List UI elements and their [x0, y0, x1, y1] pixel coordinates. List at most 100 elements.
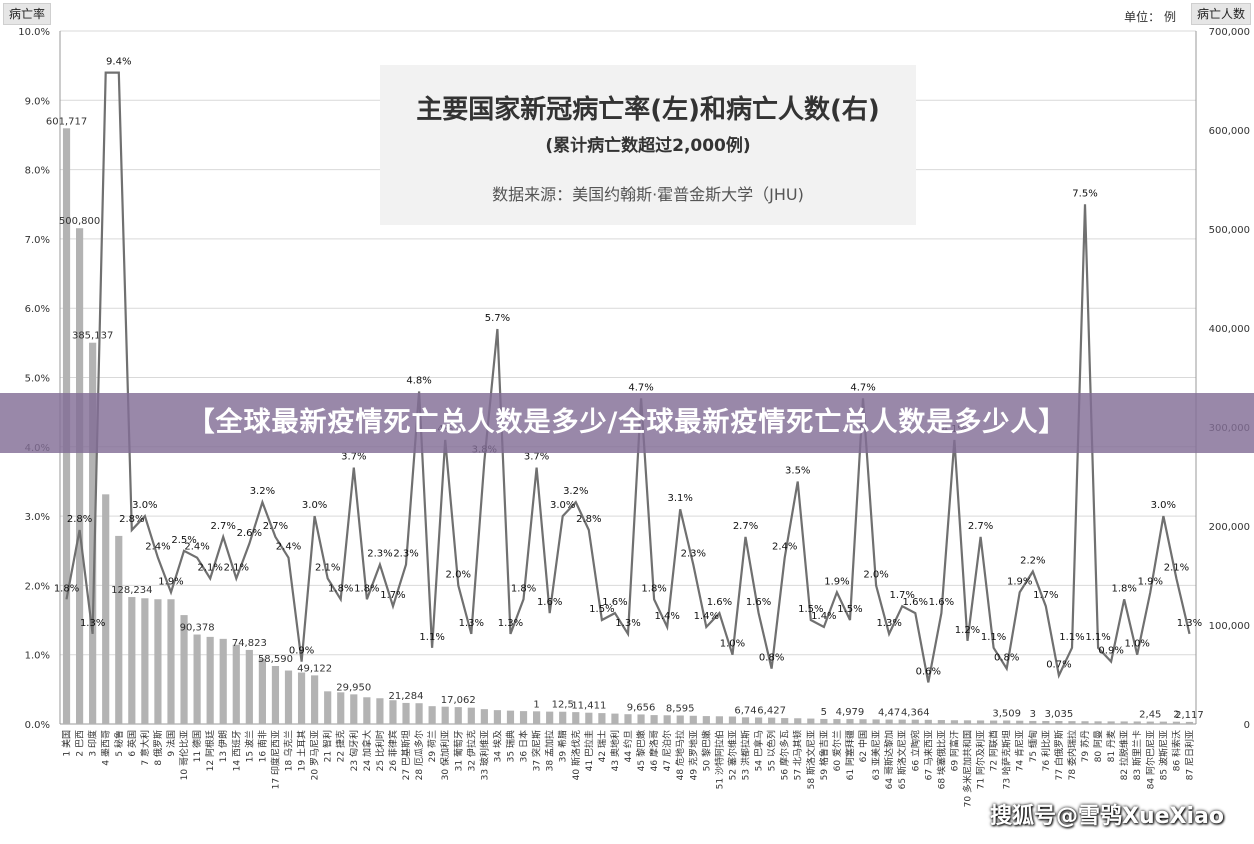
- bar: [533, 711, 541, 724]
- x-tick-label: 34 埃及: [491, 730, 503, 762]
- y-tick-label: 6.0%: [25, 304, 50, 315]
- bar: [937, 720, 945, 724]
- line-value-label: 2.8%: [67, 514, 92, 525]
- bar-value-label: 21,284: [389, 691, 424, 702]
- line-value-label: 9.4%: [106, 57, 131, 68]
- y-tick-label: 5.0%: [25, 374, 50, 385]
- bar: [807, 718, 815, 724]
- bar: [297, 672, 306, 724]
- bar-value-label: 385,137: [72, 331, 113, 342]
- line-value-label: 2.1%: [224, 562, 249, 573]
- bar: [728, 716, 737, 724]
- line-value-label: 1.8%: [1111, 583, 1136, 594]
- line-value-label: 1.4%: [811, 611, 836, 622]
- bar: [337, 692, 345, 724]
- bar-value-label: 4,364: [901, 708, 930, 719]
- bar: [1055, 720, 1063, 724]
- line-value-label: 3.0%: [550, 500, 575, 511]
- bar: [754, 717, 763, 724]
- x-tick-label: 53 洪都拉斯: [740, 730, 752, 780]
- bar-value-label: 128,234: [111, 585, 152, 596]
- x-tick-label: 79 苏丹: [1079, 730, 1091, 762]
- line-value-label: 1.1%: [981, 632, 1006, 643]
- line-value-label: 1.0%: [720, 639, 745, 650]
- bar: [1146, 721, 1154, 724]
- x-tick-label: 12 阿根廷: [204, 730, 216, 771]
- x-tick-label: 39 希腊: [557, 730, 569, 762]
- headline-banner: 【全球最新疫情死亡总人数是多少/全球最新疫情死亡总人数是多少人】: [0, 393, 1254, 453]
- line-value-label: 2.7%: [968, 521, 993, 532]
- line-value-label: 3.0%: [302, 500, 327, 511]
- line-value-label: 2.8%: [119, 514, 144, 525]
- x-tick-label: 45 黎巴嫩: [635, 730, 647, 771]
- bar: [167, 599, 175, 724]
- line-value-label: 1.1%: [1085, 632, 1110, 643]
- bar: [598, 713, 606, 724]
- line-value-label: 0.9%: [1098, 646, 1123, 657]
- y2-tick-label: 500,000: [1209, 225, 1250, 236]
- x-tick-label: 67 马来西亚: [923, 730, 934, 780]
- bar: [1107, 721, 1115, 724]
- line-value-label: 2.3%: [393, 549, 418, 560]
- line-value-label: 2.7%: [263, 521, 288, 532]
- bar: [258, 658, 266, 724]
- x-tick-label: 64 哥斯达黎加: [883, 730, 895, 789]
- bar: [324, 691, 332, 724]
- x-tick-label: 4 墨西哥: [101, 730, 112, 766]
- line-value-label: 1.4%: [654, 611, 679, 622]
- line-value-label: 1.6%: [602, 597, 627, 608]
- bar: [1172, 721, 1181, 724]
- x-tick-label: 38 孟加拉: [544, 730, 556, 771]
- bar: [924, 719, 932, 724]
- bar: [611, 713, 619, 724]
- x-tick-label: 28 厄瓜多尔: [413, 730, 425, 780]
- bar: [1185, 721, 1194, 724]
- x-tick-label: 7 意大利: [139, 730, 151, 766]
- y2-tick-label: 600,000: [1209, 126, 1250, 137]
- bar: [741, 717, 750, 724]
- x-tick-label: 44 约旦: [622, 730, 634, 762]
- y2-tick-label: 100,000: [1209, 621, 1250, 632]
- x-tick-label: 78 委内瑞拉: [1066, 730, 1078, 780]
- line-value-label: 3.2%: [250, 486, 275, 497]
- y2-tick-label: 0: [1244, 720, 1250, 731]
- y-tick-label: 8.0%: [25, 166, 50, 177]
- bar: [572, 712, 580, 724]
- bar-value-label: 12,5: [552, 700, 574, 711]
- x-tick-label: 85 波斯尼亚: [1157, 730, 1169, 780]
- line-value-label: 4.7%: [628, 382, 653, 393]
- bar: [872, 719, 880, 724]
- bar-value-label: 9,656: [627, 702, 656, 713]
- line-value-label: 5.7%: [485, 313, 510, 324]
- x-tick-label: 74 肯尼亚: [1014, 730, 1026, 771]
- x-tick-label: 71 阿尔及利亚: [975, 730, 987, 789]
- bar: [546, 711, 554, 724]
- x-tick-label: 80 阿曼: [1093, 730, 1104, 762]
- x-tick-label: 29 荷兰: [426, 730, 438, 762]
- x-tick-label: 6 英国: [126, 730, 138, 757]
- chart-title: 主要国家新冠病亡率(左)和病亡人数(右): [416, 95, 880, 125]
- bar: [676, 715, 684, 724]
- line-value-label: 2.7%: [733, 521, 758, 532]
- line-value-label: 1.3%: [459, 618, 484, 629]
- bar: [284, 670, 293, 724]
- x-tick-label: 19 土耳其: [296, 730, 308, 771]
- rate-line: [65, 71, 1191, 683]
- bar: [180, 615, 188, 724]
- line-value-label: 1.4%: [694, 611, 719, 622]
- bar: [141, 598, 149, 724]
- bar-value-label: 4,979: [836, 707, 865, 718]
- line-value-label: 4.8%: [406, 375, 431, 386]
- bar: [689, 715, 697, 724]
- bar: [1068, 721, 1076, 724]
- x-tick-label: 76 利比亚: [1040, 730, 1052, 771]
- bar: [1003, 720, 1011, 724]
- bar: [102, 494, 110, 724]
- line-value-label: 1.5%: [589, 604, 614, 615]
- bar: [950, 720, 959, 724]
- line-value-label: 2.1%: [315, 562, 340, 573]
- bar: [1120, 721, 1128, 724]
- line-value-label: 2.5%: [171, 535, 196, 546]
- x-tick-label: 33 玻利维亚: [478, 730, 490, 780]
- bar-value-label: 6,427: [757, 706, 786, 717]
